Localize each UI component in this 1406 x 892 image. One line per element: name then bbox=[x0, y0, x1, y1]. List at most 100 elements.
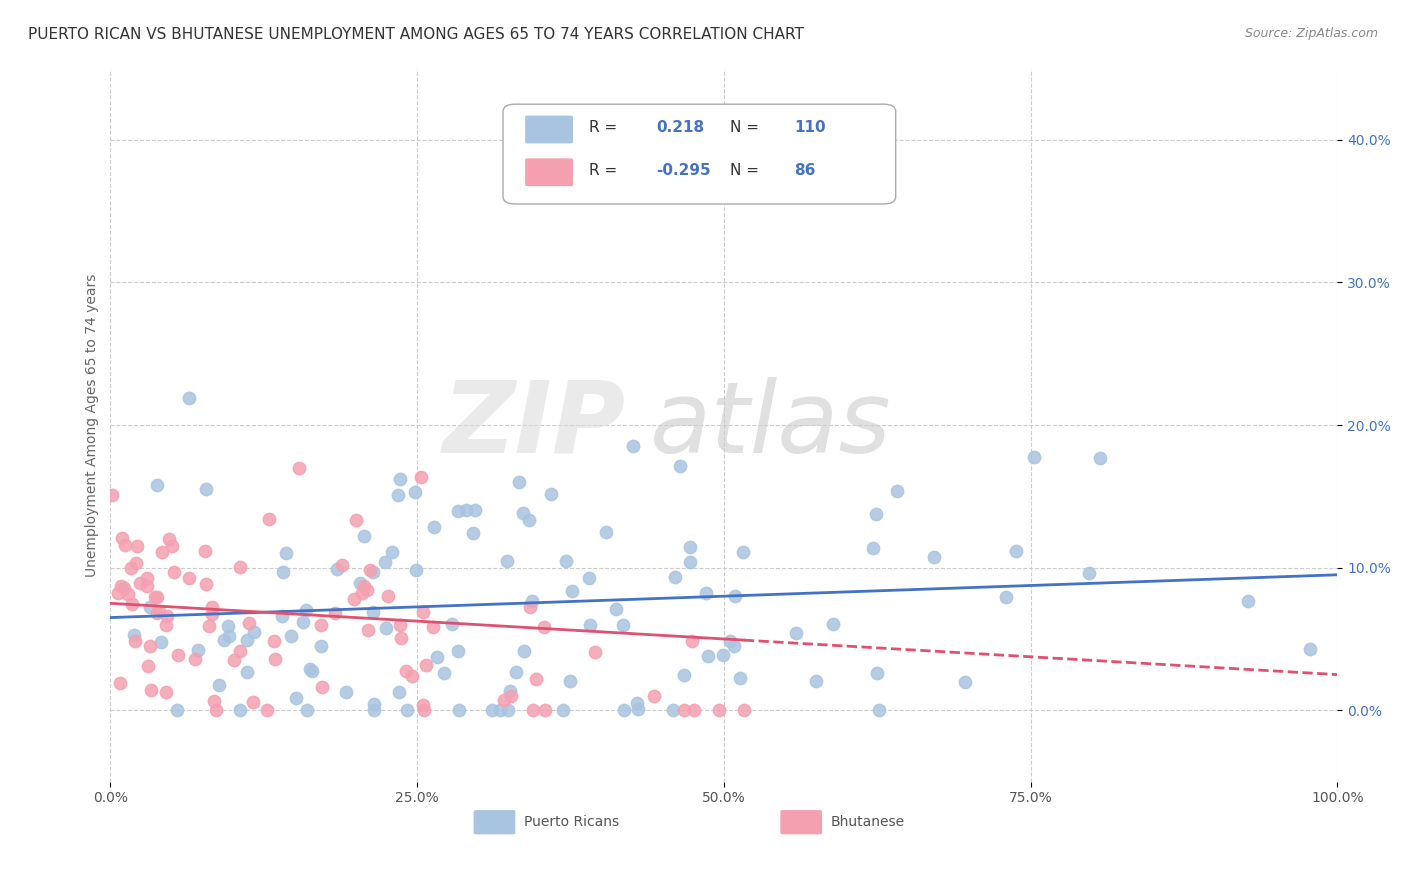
Point bbox=[381, 545, 404, 559]
Point bbox=[155, 617, 177, 632]
Point bbox=[583, 645, 606, 659]
FancyBboxPatch shape bbox=[780, 810, 823, 834]
Point bbox=[139, 682, 162, 697]
Point bbox=[613, 703, 636, 717]
Point bbox=[422, 519, 444, 533]
Point bbox=[107, 586, 129, 600]
Point bbox=[235, 665, 257, 679]
Point bbox=[388, 472, 411, 486]
Point bbox=[136, 579, 159, 593]
Point bbox=[311, 680, 333, 694]
Point bbox=[1299, 642, 1322, 657]
Point bbox=[823, 617, 845, 632]
Point bbox=[621, 439, 644, 453]
Point bbox=[194, 576, 217, 591]
Text: atlas: atlas bbox=[651, 376, 891, 474]
Point bbox=[112, 581, 135, 595]
FancyBboxPatch shape bbox=[503, 104, 896, 204]
Point bbox=[673, 668, 696, 682]
Point bbox=[194, 544, 217, 558]
Point bbox=[499, 689, 522, 703]
Text: R =: R = bbox=[589, 120, 621, 136]
Point bbox=[166, 648, 188, 663]
Point bbox=[643, 689, 665, 703]
Point bbox=[359, 563, 381, 577]
Point bbox=[605, 601, 627, 615]
Point bbox=[194, 482, 217, 496]
Point bbox=[461, 526, 484, 541]
Point bbox=[256, 703, 278, 717]
Point bbox=[679, 555, 702, 569]
Point bbox=[146, 606, 169, 620]
Text: PUERTO RICAN VS BHUTANESE UNEMPLOYMENT AMONG AGES 65 TO 74 YEARS CORRELATION CHA: PUERTO RICAN VS BHUTANESE UNEMPLOYMENT A… bbox=[28, 27, 804, 42]
Text: Puerto Ricans: Puerto Ricans bbox=[524, 815, 619, 830]
Point bbox=[540, 487, 562, 501]
Point bbox=[187, 642, 209, 657]
Point bbox=[456, 503, 478, 517]
Point bbox=[217, 618, 239, 632]
Point bbox=[295, 603, 318, 617]
Point bbox=[495, 554, 517, 568]
Point bbox=[1088, 451, 1111, 466]
Point bbox=[202, 694, 225, 708]
Point bbox=[136, 572, 159, 586]
Point bbox=[433, 666, 456, 681]
Point bbox=[627, 701, 650, 715]
Point bbox=[447, 644, 470, 658]
Point bbox=[145, 590, 167, 604]
Point bbox=[994, 590, 1017, 604]
Point bbox=[595, 524, 617, 539]
Text: R =: R = bbox=[589, 163, 621, 178]
Point bbox=[285, 691, 308, 706]
Point bbox=[669, 458, 692, 473]
Point bbox=[361, 565, 384, 579]
Point bbox=[201, 600, 224, 615]
Point bbox=[1078, 566, 1101, 580]
Point bbox=[718, 633, 741, 648]
Text: Source: ZipAtlas.com: Source: ZipAtlas.com bbox=[1244, 27, 1378, 40]
Point bbox=[273, 565, 295, 579]
Point bbox=[449, 703, 471, 717]
Point bbox=[1024, 450, 1046, 465]
Point bbox=[229, 644, 252, 658]
Point bbox=[160, 539, 183, 553]
Point bbox=[349, 576, 371, 591]
Point bbox=[512, 506, 534, 520]
Point bbox=[711, 648, 734, 662]
Point bbox=[578, 618, 600, 632]
Point bbox=[344, 513, 367, 527]
Point bbox=[124, 634, 146, 648]
Point bbox=[155, 685, 177, 699]
Point bbox=[524, 673, 547, 687]
Point bbox=[323, 606, 346, 620]
Point bbox=[363, 703, 385, 717]
Point bbox=[682, 703, 704, 717]
Point bbox=[280, 629, 302, 643]
Point bbox=[626, 696, 648, 710]
Point bbox=[127, 539, 149, 553]
Text: ZIP: ZIP bbox=[443, 376, 626, 474]
Point bbox=[560, 674, 582, 689]
Point bbox=[236, 633, 259, 648]
Point bbox=[561, 584, 583, 599]
Point bbox=[212, 632, 235, 647]
Point bbox=[110, 579, 132, 593]
Point bbox=[363, 605, 385, 619]
Point bbox=[520, 594, 543, 608]
Point bbox=[330, 558, 353, 572]
Point bbox=[353, 579, 375, 593]
Point bbox=[551, 703, 574, 717]
Point bbox=[412, 698, 434, 712]
Point bbox=[150, 544, 173, 558]
Point bbox=[413, 703, 436, 717]
Point bbox=[395, 664, 418, 678]
Point bbox=[464, 503, 486, 517]
Point bbox=[326, 562, 349, 576]
Text: Bhutanese: Bhutanese bbox=[831, 815, 905, 830]
Point bbox=[350, 586, 373, 600]
Point bbox=[146, 478, 169, 492]
Point bbox=[377, 590, 399, 604]
Point bbox=[681, 633, 703, 648]
Point bbox=[157, 533, 180, 547]
Point bbox=[343, 592, 366, 607]
